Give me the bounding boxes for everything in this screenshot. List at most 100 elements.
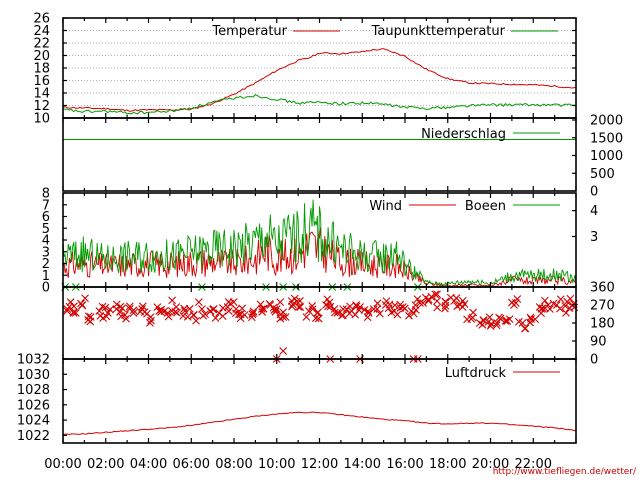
direction-marker: [561, 302, 570, 310]
legend-boeen-label: Boeen: [465, 199, 506, 214]
direction-marker: [364, 307, 372, 316]
direction-marker: [302, 313, 311, 321]
x-tick-label: 08:00: [215, 457, 252, 472]
wind-y-tick-label: 5: [42, 222, 50, 237]
x-tick-label: 14:00: [344, 457, 381, 472]
dir-y-tick-label: 180: [590, 317, 615, 332]
direction-marker: [460, 300, 469, 308]
direction-marker: [153, 303, 162, 312]
wind-right-tick-label: 4: [590, 204, 598, 219]
direction-marker: [458, 296, 467, 305]
wind-y-tick-label: 2: [42, 257, 50, 272]
direction-marker: [229, 298, 238, 306]
direction-marker: [63, 307, 72, 315]
temp-y-tick-label: 22: [33, 37, 50, 52]
direction-marker: [276, 298, 285, 307]
direction-marker: [194, 298, 203, 307]
direction-marker: [179, 312, 188, 320]
direction-marker: [198, 305, 206, 313]
direction-marker: [324, 302, 332, 311]
direction-marker: [478, 320, 487, 329]
direction-marker: [384, 304, 393, 313]
series-layer: [61, 48, 579, 436]
direction-marker: [326, 302, 335, 311]
direction-marker: [513, 295, 522, 303]
x-tick-label: 10:00: [258, 457, 295, 472]
direction-marker: [330, 305, 339, 313]
direction-marker: [294, 303, 303, 312]
direction-marker: [257, 305, 266, 313]
direction-marker: [346, 302, 354, 311]
direction-marker: [247, 313, 256, 322]
direction-marker: [116, 308, 124, 316]
direction-marker: [183, 313, 192, 321]
direction-marker: [269, 303, 278, 312]
direction-marker: [192, 316, 200, 325]
direction-marker: [259, 304, 268, 313]
direction-marker: [106, 305, 114, 314]
x-tick-label: 06:00: [173, 457, 210, 472]
dir-y-tick-label: 360: [590, 281, 615, 296]
pressure-y-tick-label: 1028: [17, 383, 50, 398]
direction-marker: [281, 313, 290, 321]
direction-marker: [549, 299, 558, 308]
source-credit: http://www.tiefliegen.de/wetter/: [492, 467, 636, 477]
direction-marker: [249, 307, 258, 316]
direction-marker: [424, 295, 433, 304]
direction-marker: [224, 307, 233, 315]
direction-marker: [122, 314, 130, 323]
direction-marker: [546, 305, 554, 313]
temp-y-tick-label: 18: [33, 62, 50, 77]
wind-y-tick-label: 1: [42, 269, 50, 284]
direction-marker: [492, 321, 501, 330]
direction-marker: [265, 299, 274, 308]
direction-marker: [339, 305, 348, 314]
direction-marker: [308, 305, 317, 314]
direction-marker: [314, 308, 322, 317]
wind-y-tick-label: 0: [42, 281, 50, 296]
direction-marker: [396, 300, 405, 309]
direction-marker: [363, 313, 372, 322]
rain-y-tick-label: 0: [590, 185, 598, 200]
direction-marker: [296, 303, 305, 311]
x-tick-label: 16:00: [386, 457, 423, 472]
direction-marker: [129, 309, 138, 317]
direction-marker: [102, 312, 111, 321]
dir-y-tick-label: 90: [590, 335, 607, 350]
direction-marker: [117, 312, 126, 321]
direction-marker: [231, 309, 240, 318]
dir-y-tick-label: 270: [590, 299, 615, 314]
direction-marker: [538, 304, 547, 313]
direction-marker: [236, 314, 245, 323]
direction-marker: [495, 313, 503, 322]
direction-marker: [211, 314, 220, 322]
direction-marker: [360, 305, 369, 314]
rain-y-tick-label: 500: [590, 167, 615, 182]
grid-layer: [63, 30, 576, 106]
x-tick-label: 20:00: [472, 457, 509, 472]
direction-marker: [70, 302, 78, 311]
direction-marker: [486, 322, 495, 330]
direction-marker: [440, 304, 449, 313]
direction-marker: [526, 313, 535, 322]
direction-marker: [308, 302, 317, 310]
direction-marker: [71, 308, 80, 317]
direction-marker: [304, 307, 313, 315]
direction-marker: [129, 306, 138, 315]
wind-y-tick-label: 6: [42, 210, 50, 225]
rain-y-tick-label: 1000: [590, 149, 623, 164]
direction-marker: [463, 315, 471, 324]
direction-marker: [409, 309, 418, 318]
direction-marker: [323, 295, 332, 304]
temp-y-tick-label: 24: [33, 24, 50, 39]
direction-marker: [479, 316, 488, 324]
direction-marker: [412, 305, 420, 314]
temp-y-tick-label: 26: [33, 12, 50, 27]
direction-marker: [562, 309, 570, 317]
direction-marker: [537, 309, 545, 318]
legend-niederschlag-label: Niederschlag: [421, 127, 506, 142]
direction-marker: [373, 299, 382, 308]
direction-marker: [390, 301, 399, 310]
pressure-y-tick-label: 1024: [17, 414, 50, 429]
direction-marker: [556, 295, 565, 304]
